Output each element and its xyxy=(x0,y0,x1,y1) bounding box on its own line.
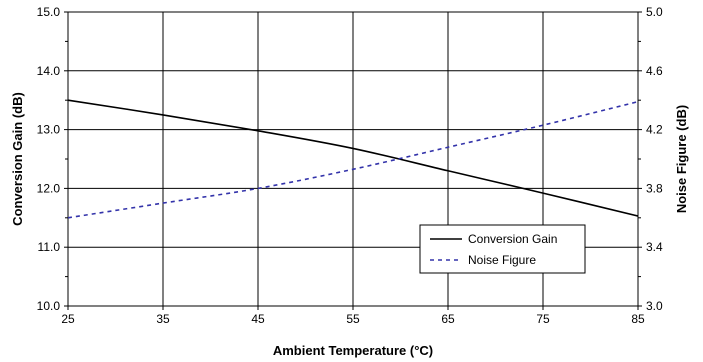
x-tick-label: 85 xyxy=(631,312,645,326)
right-y-axis-title: Noise Figure (dB) xyxy=(674,105,689,213)
left-y-tick-label: 10.0 xyxy=(37,299,61,313)
right-y-tick-label: 3.4 xyxy=(646,240,663,254)
right-y-tick-label: 3.8 xyxy=(646,181,663,195)
x-tick-label: 35 xyxy=(156,312,170,326)
right-y-tick-label: 4.6 xyxy=(646,64,663,78)
grid-lines xyxy=(68,12,638,306)
series-lines xyxy=(67,99,639,219)
left-y-tick-label: 14.0 xyxy=(37,64,61,78)
left-y-tick-label: 12.0 xyxy=(37,181,61,195)
legend-label-conversion-gain: Conversion Gain xyxy=(468,232,557,246)
legend: Conversion Gain Noise Figure xyxy=(419,224,586,274)
series-line-noise-figure xyxy=(67,100,639,219)
tick-marks xyxy=(64,11,642,310)
left-y-tick-label: 13.0 xyxy=(37,123,61,137)
x-tick-label: 25 xyxy=(61,312,75,326)
x-axis-title: Ambient Temperature (°C) xyxy=(273,343,433,358)
x-tick-label: 55 xyxy=(346,312,360,326)
legend-box xyxy=(419,224,586,274)
left-y-axis-title: Conversion Gain (dB) xyxy=(10,92,25,226)
legend-label-noise-figure: Noise Figure xyxy=(468,253,536,267)
x-tick-label: 45 xyxy=(251,312,265,326)
left-y-tick-labels: 10.0 11.0 12.0 13.0 14.0 15.0 xyxy=(37,5,61,313)
x-tick-label: 75 xyxy=(536,312,550,326)
left-y-tick-label: 11.0 xyxy=(38,240,61,254)
right-y-tick-labels: 3.0 3.4 3.8 4.2 4.6 5.0 xyxy=(646,5,663,313)
x-tick-label: 65 xyxy=(441,312,455,326)
right-y-tick-label: 4.2 xyxy=(646,123,663,137)
left-y-tick-label: 15.0 xyxy=(37,5,61,19)
x-tick-labels: 25 35 45 55 65 75 85 xyxy=(61,312,645,326)
right-y-tick-label: 5.0 xyxy=(646,5,663,19)
right-y-tick-label: 3.0 xyxy=(646,299,663,313)
series-line-conversion-gain xyxy=(67,99,639,217)
